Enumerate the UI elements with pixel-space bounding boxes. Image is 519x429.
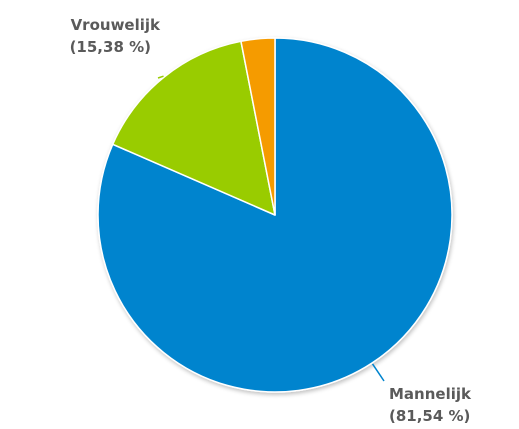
pie-slice-other-2 — [240, 37, 276, 216]
leader-lines — [157, 75, 385, 382]
label-vrouwelijk-value: (15,38 %) — [70, 38, 151, 56]
leader-line-mannelijk — [371, 363, 385, 382]
leader-line-vrouwelijk — [157, 75, 164, 79]
label-mannelijk-name: Mannelijk — [389, 385, 472, 403]
pie-slices — [97, 37, 453, 393]
label-vrouwelijk-name: Vrouwelijk — [71, 16, 161, 34]
pie-slice-vrouwelijk — [111, 40, 276, 216]
label-mannelijk-value: (81,54 %) — [389, 407, 470, 425]
